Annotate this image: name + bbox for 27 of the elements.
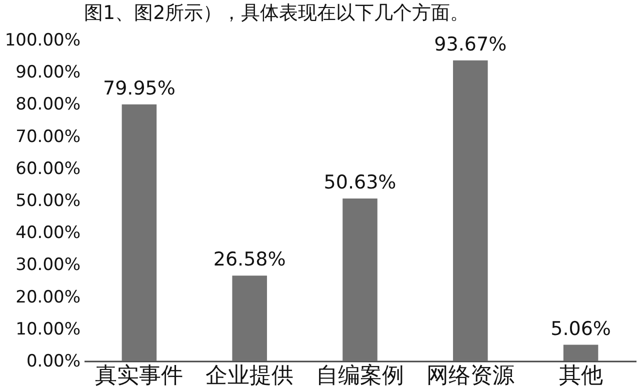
y-tick-label: 70.00% <box>16 126 80 147</box>
x-tick-label: 企业提供 <box>206 364 294 388</box>
bar <box>342 198 378 361</box>
y-tick-label: 30.00% <box>16 255 80 276</box>
data-label: 93.67% <box>434 33 507 56</box>
x-tick-label: 自编案例 <box>316 364 404 388</box>
data-label: 26.58% <box>213 248 286 271</box>
y-tick-label: 40.00% <box>16 223 80 244</box>
y-tick-label: 90.00% <box>16 62 80 83</box>
x-tick-label: 其他 <box>558 364 603 388</box>
data-label: 5.06% <box>550 318 611 340</box>
x-tick-label: 网络资源 <box>426 364 514 388</box>
y-tick-label: 10.00% <box>16 319 80 340</box>
data-label: 50.63% <box>324 171 396 194</box>
y-tick-label: 50.00% <box>16 191 80 211</box>
bar <box>563 344 598 361</box>
y-tick-label: 60.00% <box>16 158 80 179</box>
bar <box>232 276 267 361</box>
bar <box>122 104 157 361</box>
chart-title: 图1、图2所示），具体表现在以下几个方面。 <box>84 2 470 24</box>
bar <box>453 60 488 361</box>
data-label: 79.95% <box>102 77 176 100</box>
y-tick-label: 80.00% <box>16 94 80 115</box>
y-tick-label: 20.00% <box>16 287 80 308</box>
y-tick-label: 100.00% <box>4 30 80 50</box>
x-tick-label: 真实事件 <box>95 364 184 388</box>
y-tick-label: 0.00% <box>26 352 80 372</box>
